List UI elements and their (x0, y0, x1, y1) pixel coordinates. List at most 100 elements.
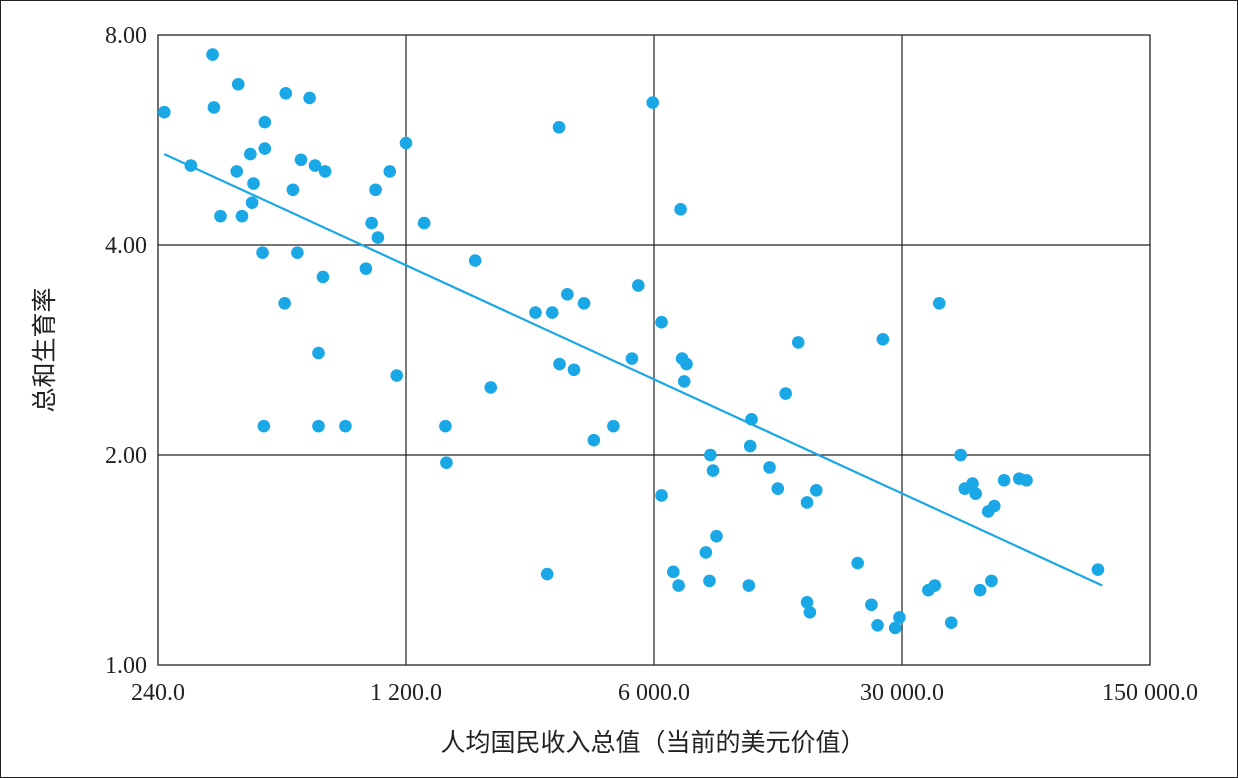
data-point (699, 546, 713, 559)
data-point (587, 433, 601, 447)
x-tick-label: 1 200.0 (370, 680, 442, 706)
data-point (985, 574, 998, 588)
data-point (545, 306, 559, 319)
data-point (871, 619, 884, 632)
data-point (893, 611, 906, 624)
data-point (258, 142, 272, 155)
data-point (540, 567, 554, 581)
data-point (763, 461, 776, 474)
data-point (308, 159, 322, 172)
data-point (257, 419, 271, 433)
data-point (235, 209, 249, 223)
data-point (800, 496, 814, 509)
data-point (800, 595, 814, 609)
data-point (318, 165, 332, 178)
data-point (969, 487, 983, 501)
x-axis-ticks: 240.0 1 200.0 6 000.0 30 000.0 150 000.0 (131, 680, 1198, 706)
grid (158, 35, 1150, 665)
data-point (245, 196, 259, 209)
data-point (371, 231, 385, 244)
data-point (655, 315, 668, 329)
data-point (383, 165, 397, 178)
data-point (484, 381, 498, 394)
data-point (286, 183, 300, 197)
data-point (244, 147, 257, 161)
data-point (973, 583, 987, 597)
data-point (440, 456, 453, 469)
data-point (291, 246, 304, 259)
data-point (184, 159, 198, 172)
data-point (743, 439, 757, 453)
data-point (529, 306, 542, 319)
data-point (607, 419, 620, 433)
x-axis-label: 人均国民收入总值（当前的美元价值） (440, 728, 865, 757)
trendline (163, 153, 1103, 587)
data-point (399, 136, 413, 150)
data-point (365, 216, 378, 230)
data-point (680, 357, 693, 371)
y-tick-label: 2.00 (105, 443, 147, 469)
data-point (932, 296, 946, 310)
data-point (771, 482, 785, 495)
data-point (294, 153, 308, 167)
y-tick-label: 1.00 (105, 653, 147, 679)
data-point (1091, 563, 1105, 576)
data-point (256, 246, 269, 259)
data-point (231, 77, 245, 91)
data-point (439, 419, 452, 433)
data-points (157, 48, 1105, 635)
data-point (369, 183, 382, 197)
data-point (791, 336, 805, 349)
x-tick-label: 150 000.0 (1102, 680, 1198, 706)
data-point (279, 86, 293, 100)
data-point (157, 105, 171, 119)
y-tick-label: 4.00 (105, 233, 147, 259)
data-point (417, 216, 431, 230)
x-tick-label: 6 000.0 (618, 680, 690, 706)
data-point (876, 333, 890, 346)
data-point (803, 605, 817, 619)
data-point (390, 369, 404, 382)
data-point (865, 598, 878, 612)
y-tick-label: 8.00 (105, 23, 147, 49)
data-point (944, 616, 958, 629)
data-point (666, 565, 680, 579)
data-point (561, 287, 574, 301)
data-point (468, 254, 482, 267)
data-point (214, 209, 227, 223)
data-point (312, 346, 325, 360)
data-point (710, 529, 723, 543)
data-point (577, 296, 591, 310)
data-point (207, 101, 221, 114)
data-point (672, 579, 685, 592)
data-point (359, 262, 373, 275)
data-point (809, 484, 823, 497)
data-point (655, 489, 668, 502)
plot-border (157, 34, 1151, 666)
data-point (703, 574, 716, 588)
data-point (674, 203, 687, 216)
data-point (258, 115, 272, 129)
x-tick-label: 240.0 (131, 680, 185, 706)
data-point (552, 120, 566, 134)
data-point (339, 419, 352, 433)
data-point (997, 473, 1011, 487)
data-point (966, 477, 979, 490)
data-point (247, 177, 260, 190)
data-point (553, 357, 566, 371)
data-point (745, 413, 758, 426)
y-axis-ticks: 1.00 2.00 4.00 8.00 (105, 23, 147, 679)
data-point (928, 579, 942, 592)
data-point (987, 499, 1001, 513)
data-point (704, 448, 717, 462)
data-point (888, 621, 902, 635)
data-point (742, 579, 756, 592)
data-point (954, 448, 967, 462)
data-point (206, 48, 219, 61)
data-point (567, 363, 581, 377)
data-point (625, 352, 639, 365)
data-point (278, 296, 291, 310)
data-point (677, 375, 691, 388)
